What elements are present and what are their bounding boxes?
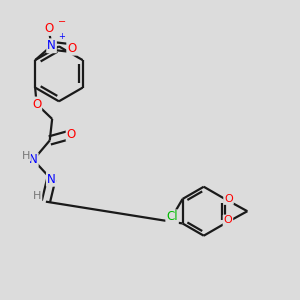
Text: N: N [47,39,56,52]
Text: O: O [67,128,76,141]
Text: Cl: Cl [166,210,178,224]
Text: O: O [224,194,233,204]
Text: N: N [29,153,38,167]
Text: H: H [33,191,42,201]
Text: −: − [58,17,66,28]
Text: O: O [67,42,76,55]
Text: N: N [47,173,56,186]
Text: O: O [224,215,232,226]
Text: O: O [44,22,53,35]
Text: O: O [32,98,41,110]
Text: +: + [58,32,65,41]
Text: H: H [22,151,30,161]
